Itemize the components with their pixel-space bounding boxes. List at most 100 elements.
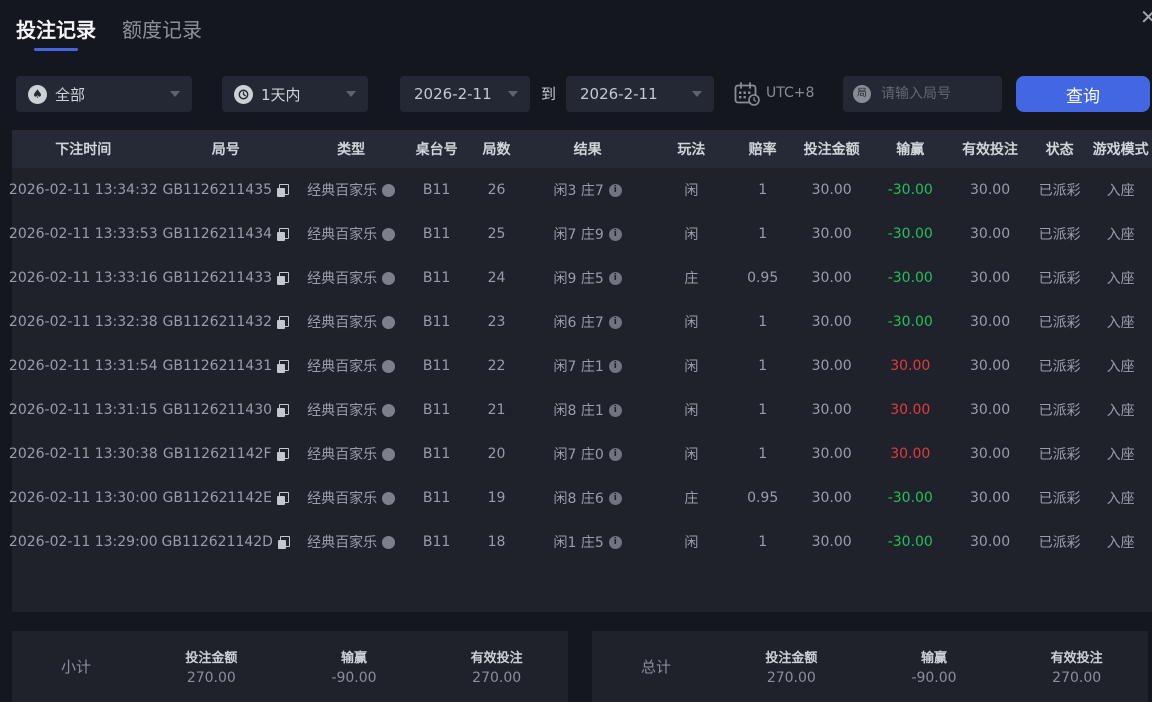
copy-icon[interactable] [277, 359, 290, 373]
table-row: 2026-02-11 13:31:15 GB1126211430 经典百家乐 B11 2… [9, 388, 1152, 432]
valid-bet-cell: 30.00 [970, 534, 1011, 550]
round-search: 局 [843, 76, 1002, 112]
summary-item-value: -90.00 [331, 670, 377, 686]
game-type-select-value: 全部 [55, 85, 86, 104]
result-info-icon[interactable]: i [608, 227, 622, 241]
tab-label: 额度记录 [122, 18, 202, 42]
column-header: 类型 [337, 142, 366, 158]
date-start-select[interactable]: 2026-2-11 [400, 76, 530, 112]
result-info-icon[interactable]: i [608, 271, 622, 285]
result-info-icon[interactable]: i [608, 491, 622, 505]
summary-item-label: 投注金额 [765, 651, 818, 666]
round-no-cell: 24 [487, 270, 506, 286]
game-type-cell: 经典百家乐 [297, 312, 405, 332]
result-info-icon[interactable]: i [608, 183, 622, 197]
table-no-cell: B11 [422, 270, 451, 286]
status-cell: 已派彩 [1038, 315, 1081, 331]
round-search-input[interactable] [879, 85, 992, 103]
to-label: 到 [541, 85, 557, 103]
play-cell: 闲 [684, 403, 699, 419]
summary-item: 输赢 -90.00 [283, 631, 426, 702]
copy-icon[interactable] [276, 447, 289, 461]
status-cell: 已派彩 [1038, 403, 1081, 419]
tab-betting-records[interactable]: 投注记录 [16, 14, 96, 51]
game-mode-cell: 入座 [1106, 271, 1135, 287]
copy-icon[interactable] [277, 227, 290, 241]
game-mode-cell: 入座 [1106, 491, 1135, 507]
result-cell: 闲7 庄1 i [525, 356, 650, 376]
result-text: 闲8 庄1 [553, 403, 604, 419]
odds-cell: 1 [758, 182, 768, 198]
copy-icon[interactable] [276, 491, 289, 505]
bet-time-cell: 2026-02-11 13:31:54 [8, 358, 158, 374]
copy-icon[interactable] [277, 183, 290, 197]
date-end-select[interactable]: 2026-2-11 [566, 76, 714, 112]
query-button[interactable]: 查询 [1016, 76, 1150, 112]
result-info-icon[interactable]: i [608, 315, 622, 329]
chevron-down-icon [170, 91, 180, 97]
game-mode-cell: 入座 [1106, 227, 1135, 243]
valid-bet-cell: 30.00 [970, 490, 1011, 506]
round-id-text: GB112621142E [162, 490, 272, 506]
round-id-cell: GB1126211435 [155, 182, 298, 198]
status-cell: 已派彩 [1038, 535, 1081, 551]
win-loss-cell: -30.00 [887, 490, 933, 506]
bet-time-cell: 2026-02-11 13:33:53 [8, 226, 158, 242]
result-cell: 闲6 庄7 i [525, 312, 650, 332]
play-cell: 闲 [684, 535, 699, 551]
copy-icon[interactable] [277, 271, 290, 285]
active-tab-underline [34, 48, 78, 51]
column-header: 投注金额 [803, 142, 860, 158]
summary-item-value: 270.00 [766, 670, 816, 686]
period-select[interactable]: 1天内 [222, 76, 368, 112]
play-cell: 闲 [684, 315, 699, 331]
copy-icon[interactable] [277, 315, 290, 329]
win-loss-cell: -30.00 [887, 226, 933, 242]
result-info-icon[interactable]: i [608, 447, 622, 461]
round-no-cell: 22 [487, 358, 506, 374]
summary-label: 小计 [60, 658, 91, 676]
odds-cell: 0.95 [747, 490, 779, 506]
filter-bar: ♠ 全部 1天内 2026-2-11 到 2026-2-11 UTC+8 [0, 76, 1152, 112]
bet-time-cell: 2026-02-11 13:30:38 [8, 446, 158, 462]
copy-icon[interactable] [277, 403, 290, 417]
game-logo-icon [382, 359, 396, 373]
game-type-cell: 经典百家乐 [297, 180, 405, 200]
round-id-cell: GB1126211430 [155, 402, 298, 418]
result-info-icon[interactable]: i [608, 359, 622, 373]
game-type-cell: 经典百家乐 [297, 268, 405, 288]
win-loss-cell: -30.00 [887, 534, 933, 550]
bet-time-cell: 2026-02-11 13:33:16 [8, 270, 158, 286]
round-id-cell: GB112621142D [155, 534, 298, 550]
spade-icon: ♠ [28, 84, 47, 104]
bet-time-cell: 2026-02-11 13:29:00 [8, 534, 158, 550]
result-info-icon[interactable]: i [608, 535, 622, 549]
result-info-icon[interactable]: i [608, 403, 622, 417]
close-icon[interactable]: ✕ [1140, 5, 1152, 29]
game-type-select[interactable]: ♠ 全部 [16, 76, 192, 112]
bet-amount-cell: 30.00 [811, 534, 852, 550]
result-cell: 闲7 庄9 i [525, 224, 650, 244]
summary-total: 总计 投注金额 270.00 输赢 -90.00 有效投注 270.00 [592, 631, 1148, 702]
table-no-cell: B11 [422, 446, 451, 462]
tab-quota-records[interactable]: 额度记录 [122, 14, 202, 51]
play-cell: 闲 [684, 183, 699, 199]
game-type-text: 经典百家乐 [307, 403, 378, 419]
column-header: 赔率 [748, 142, 777, 158]
copy-icon[interactable] [277, 535, 290, 549]
result-cell: 闲7 庄0 i [525, 444, 650, 464]
tabs: 投注记录 额度记录 [16, 14, 202, 51]
game-logo-icon [382, 491, 396, 505]
summary-item: 投注金额 270.00 [140, 631, 283, 702]
result-text: 闲7 庄1 [553, 359, 604, 375]
game-type-cell: 经典百家乐 [297, 356, 405, 376]
odds-cell: 1 [758, 534, 768, 550]
result-text: 闲8 庄6 [553, 491, 604, 507]
round-id-cell: GB1126211434 [155, 226, 298, 242]
valid-bet-cell: 30.00 [970, 358, 1011, 374]
odds-cell: 0.95 [747, 270, 779, 286]
column-header: 桌台号 [415, 142, 458, 158]
game-logo-icon [382, 183, 396, 197]
game-type-cell: 经典百家乐 [297, 224, 405, 244]
result-text: 闲6 庄7 [553, 315, 604, 331]
